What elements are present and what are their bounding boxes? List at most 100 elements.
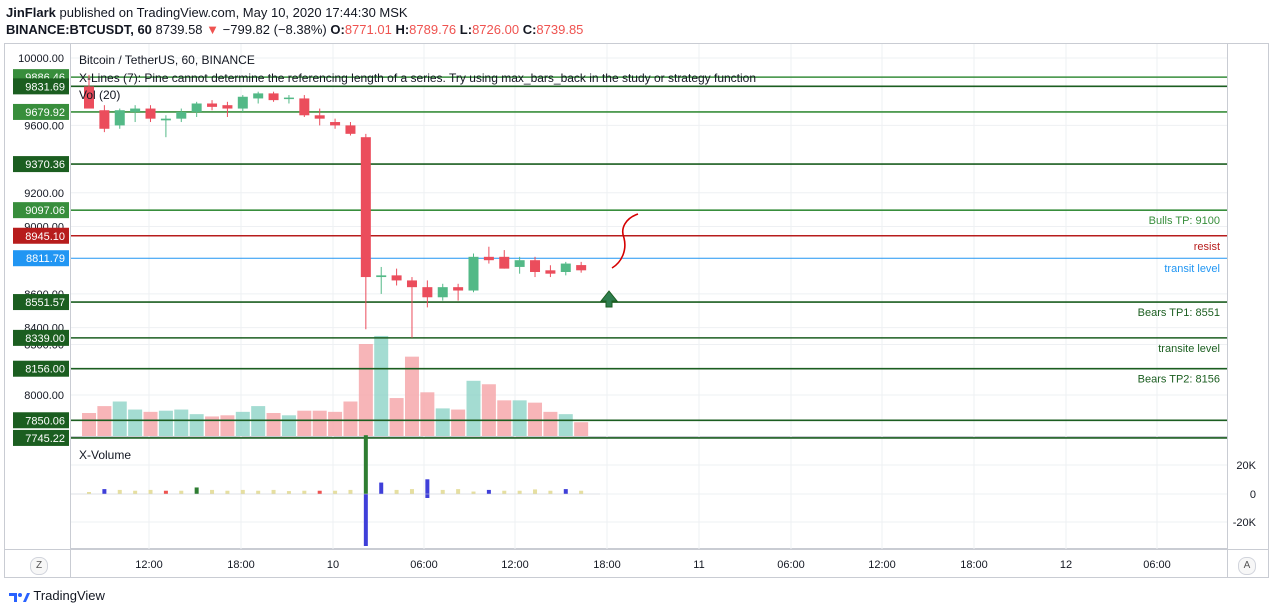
candle[interactable] [453, 283, 464, 301]
candle[interactable] [545, 265, 556, 278]
time-tick-label: 18:00 [593, 559, 621, 571]
high-value: 8789.76 [409, 22, 457, 37]
candle[interactable] [330, 118, 341, 129]
candle[interactable] [422, 280, 433, 308]
zoom-corner-button[interactable]: Z [30, 557, 48, 575]
level-tag-value: 8811.79 [26, 253, 65, 265]
time-axis[interactable]: 12:00 18:00 10 06:00 12:00 18:00 11 06:00 12:00 1… [135, 559, 1171, 571]
x-volume-legend[interactable]: X-Volume [79, 448, 131, 462]
level-tag-bg [13, 250, 69, 267]
candle[interactable] [376, 266, 387, 294]
level-tag-bg [13, 78, 69, 95]
price-tick-label: 10000.00 [18, 53, 64, 65]
chart-outer-frame [4, 43, 1269, 578]
candle[interactable] [99, 105, 110, 133]
candle[interactable] [283, 95, 294, 104]
candle[interactable] [253, 91, 264, 104]
volume-bar [189, 414, 204, 436]
candle-body [437, 287, 448, 298]
level-price-tag[interactable]: 8811.79 [13, 250, 69, 267]
author-name[interactable]: JinFlark [6, 5, 56, 20]
candle[interactable] [391, 268, 402, 286]
candle[interactable] [360, 133, 371, 330]
x-volume-bar [317, 490, 322, 494]
x-volume-axis: 20K 0 -20K [1233, 460, 1257, 529]
candle-body [299, 98, 310, 116]
candle[interactable] [314, 108, 325, 126]
volume-bar [220, 415, 235, 436]
candle[interactable] [114, 108, 125, 129]
volume-bar [389, 398, 404, 436]
candle[interactable] [483, 246, 494, 264]
volume-bar [481, 384, 496, 436]
level-tag-value: 9370.36 [25, 159, 65, 171]
candle-body [345, 125, 356, 134]
level-tag-value: 7850.06 [25, 415, 65, 427]
volume-bar [174, 409, 189, 436]
candle-body [422, 287, 433, 298]
candle[interactable] [268, 91, 279, 102]
candle[interactable] [468, 253, 479, 293]
level-price-tag[interactable]: 8945.10 [13, 227, 69, 244]
candle[interactable] [560, 261, 571, 276]
x-volume-bar [409, 489, 414, 494]
x-volume-bar [348, 489, 353, 494]
candle[interactable] [222, 101, 233, 117]
chart-title[interactable]: Bitcoin / TetherUS, 60, BINANCE [79, 53, 255, 67]
candle[interactable] [130, 105, 141, 123]
x-volume-tick-label: -20K [1233, 517, 1257, 529]
candle-body [99, 110, 110, 129]
symbol-info: BINANCE:BTCUSDT, 60 8739.58 ▼ −799.82 (−… [6, 22, 583, 37]
candle-body [406, 280, 417, 288]
x-volume-bar [394, 489, 399, 494]
level-price-tag[interactable]: 8339.00 [13, 329, 69, 346]
volume-legend[interactable]: Vol (20) [79, 88, 120, 102]
x-volume-bar [333, 490, 338, 494]
candle[interactable] [160, 115, 171, 138]
candle[interactable] [437, 283, 448, 301]
candle-body [114, 110, 125, 126]
level-price-tag[interactable]: 9831.69 [13, 78, 69, 95]
candle[interactable] [499, 250, 510, 269]
candle[interactable] [237, 95, 248, 112]
tradingview-brand: TradingView [33, 588, 105, 603]
level-price-tag[interactable]: 7745.22 [13, 429, 69, 446]
low-label: L: [459, 22, 473, 37]
candle[interactable] [299, 95, 310, 117]
candle[interactable] [530, 256, 541, 278]
candle[interactable] [84, 74, 94, 109]
volume-bar [358, 344, 373, 436]
candle[interactable] [345, 122, 356, 136]
level-tag-value: 8339.00 [25, 333, 65, 345]
forecast-curve-drawing[interactable] [611, 213, 639, 269]
x-volume-bar [471, 491, 476, 494]
volume-bar [404, 356, 419, 436]
level-price-tag[interactable]: 8156.00 [13, 360, 69, 377]
level-price-tag[interactable]: 9370.36 [13, 156, 69, 173]
x-volume-bar [117, 489, 122, 494]
candle[interactable] [145, 105, 156, 123]
level-tag-bg [13, 202, 69, 219]
level-price-tag[interactable]: 7850.06 [13, 412, 69, 429]
candle[interactable] [207, 100, 218, 111]
candle[interactable] [191, 101, 202, 117]
last-price: 8739.58 [155, 22, 203, 37]
volume-bar [374, 335, 389, 436]
level-price-tag[interactable]: 8551.57 [13, 294, 69, 311]
volume-bar [312, 410, 327, 436]
close-value: 8739.85 [536, 22, 584, 37]
candle[interactable] [576, 261, 587, 273]
footer-brand[interactable]: TradingView [8, 588, 105, 604]
level-tag-value: 9679.92 [25, 107, 65, 119]
candle[interactable] [406, 277, 417, 338]
level-tag-bg [13, 227, 69, 244]
candle[interactable] [514, 256, 525, 274]
up-arrow-drawing[interactable] [599, 290, 619, 308]
candle-body [253, 93, 264, 99]
level-price-tag[interactable]: 9097.06 [13, 202, 69, 219]
level-price-tag[interactable]: 9679.92 [13, 103, 69, 120]
candle-body [560, 263, 571, 272]
candle[interactable] [176, 108, 187, 123]
auto-scale-button[interactable]: A [1238, 557, 1256, 575]
